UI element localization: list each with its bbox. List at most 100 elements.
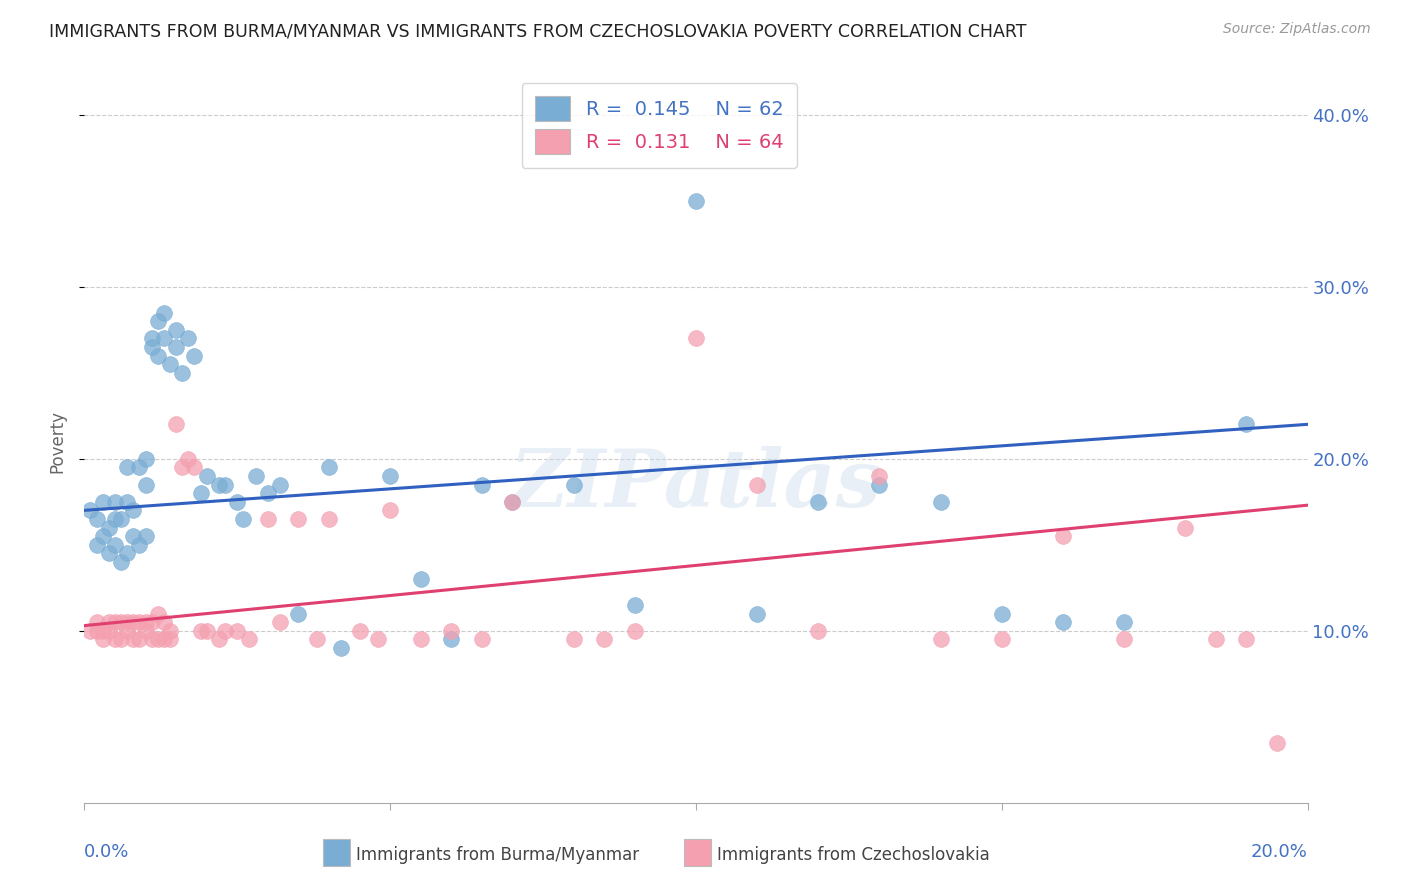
Point (153, 331, 176, 345)
Point (593, 632, 616, 647)
Point (141, 615, 163, 630)
Point (1052, 615, 1074, 630)
Y-axis label: Poverty: Poverty (48, 410, 66, 473)
Point (97, 546, 120, 560)
Point (104, 512, 127, 526)
Point (991, 632, 1014, 647)
Text: Immigrants from Burma/Myanmar: Immigrants from Burma/Myanmar (356, 846, 640, 863)
Point (226, 624, 249, 638)
Point (115, 546, 138, 560)
Point (97, 520, 120, 534)
Point (287, 607, 309, 621)
Point (1205, 632, 1227, 647)
Point (86, 615, 108, 630)
Point (807, 494, 830, 508)
Point (128, 632, 150, 647)
Point (104, 538, 127, 552)
Point (349, 624, 371, 638)
Point (1114, 632, 1136, 647)
Point (97, 624, 120, 638)
Point (146, 349, 169, 363)
Point (195, 469, 218, 483)
Text: Immigrants from Czechoslovakia: Immigrants from Czechoslovakia (717, 846, 990, 863)
Point (86, 512, 108, 526)
Point (226, 494, 249, 508)
Point (471, 477, 494, 491)
Point (232, 512, 254, 526)
Point (190, 486, 212, 500)
Point (115, 624, 138, 638)
Point (318, 512, 340, 526)
Point (1265, 735, 1288, 749)
Point (257, 512, 280, 526)
Point (807, 624, 830, 638)
Text: 0.0%: 0.0% (84, 843, 129, 861)
Point (190, 624, 212, 638)
Point (79, 503, 101, 517)
Point (165, 340, 187, 354)
Point (502, 494, 524, 508)
Point (991, 607, 1014, 621)
Point (115, 460, 138, 475)
Point (367, 632, 389, 647)
Point (122, 529, 145, 543)
Point (115, 494, 138, 508)
Point (380, 503, 402, 517)
Point (1114, 615, 1136, 630)
Point (685, 194, 707, 208)
Text: IMMIGRANTS FROM BURMA/MYANMAR VS IMMIGRANTS FROM CZECHOSLOVAKIA POVERTY CORRELAT: IMMIGRANTS FROM BURMA/MYANMAR VS IMMIGRA… (49, 22, 1026, 40)
Point (91, 632, 114, 647)
Point (624, 624, 647, 638)
Point (146, 607, 169, 621)
Point (135, 477, 157, 491)
Point (165, 323, 187, 337)
Point (135, 529, 157, 543)
Point (269, 615, 291, 630)
Point (135, 615, 157, 630)
Point (287, 512, 309, 526)
Point (440, 632, 463, 647)
Point (1052, 529, 1074, 543)
Point (624, 598, 647, 612)
Point (79, 624, 101, 638)
Point (330, 640, 353, 655)
Point (685, 331, 707, 345)
Point (122, 503, 145, 517)
Point (104, 615, 127, 630)
Point (146, 632, 169, 647)
Point (380, 469, 402, 483)
Point (104, 632, 127, 647)
Point (110, 512, 132, 526)
Point (122, 632, 145, 647)
Point (97, 615, 120, 630)
Point (562, 477, 585, 491)
Point (141, 340, 163, 354)
Point (177, 451, 200, 466)
Point (1174, 520, 1197, 534)
Point (159, 357, 181, 371)
Point (1236, 632, 1258, 647)
Point (305, 632, 328, 647)
Point (183, 460, 205, 475)
Point (86, 624, 108, 638)
Text: 20.0%: 20.0% (1251, 843, 1308, 861)
Point (929, 494, 952, 508)
Point (159, 624, 181, 638)
Point (208, 632, 231, 647)
Point (1236, 417, 1258, 432)
Point (409, 632, 432, 647)
Point (747, 477, 769, 491)
Point (747, 607, 769, 621)
Point (165, 417, 187, 432)
Point (172, 460, 194, 475)
Point (153, 632, 176, 647)
Point (318, 460, 340, 475)
Point (214, 624, 236, 638)
Legend: R =  0.145    N = 62, R =  0.131    N = 64: R = 0.145 N = 62, R = 0.131 N = 64 (522, 83, 797, 168)
Point (172, 366, 194, 380)
Bar (323, 838, 350, 866)
Point (146, 314, 169, 328)
Point (128, 615, 150, 630)
Point (929, 632, 952, 647)
Point (159, 632, 181, 647)
